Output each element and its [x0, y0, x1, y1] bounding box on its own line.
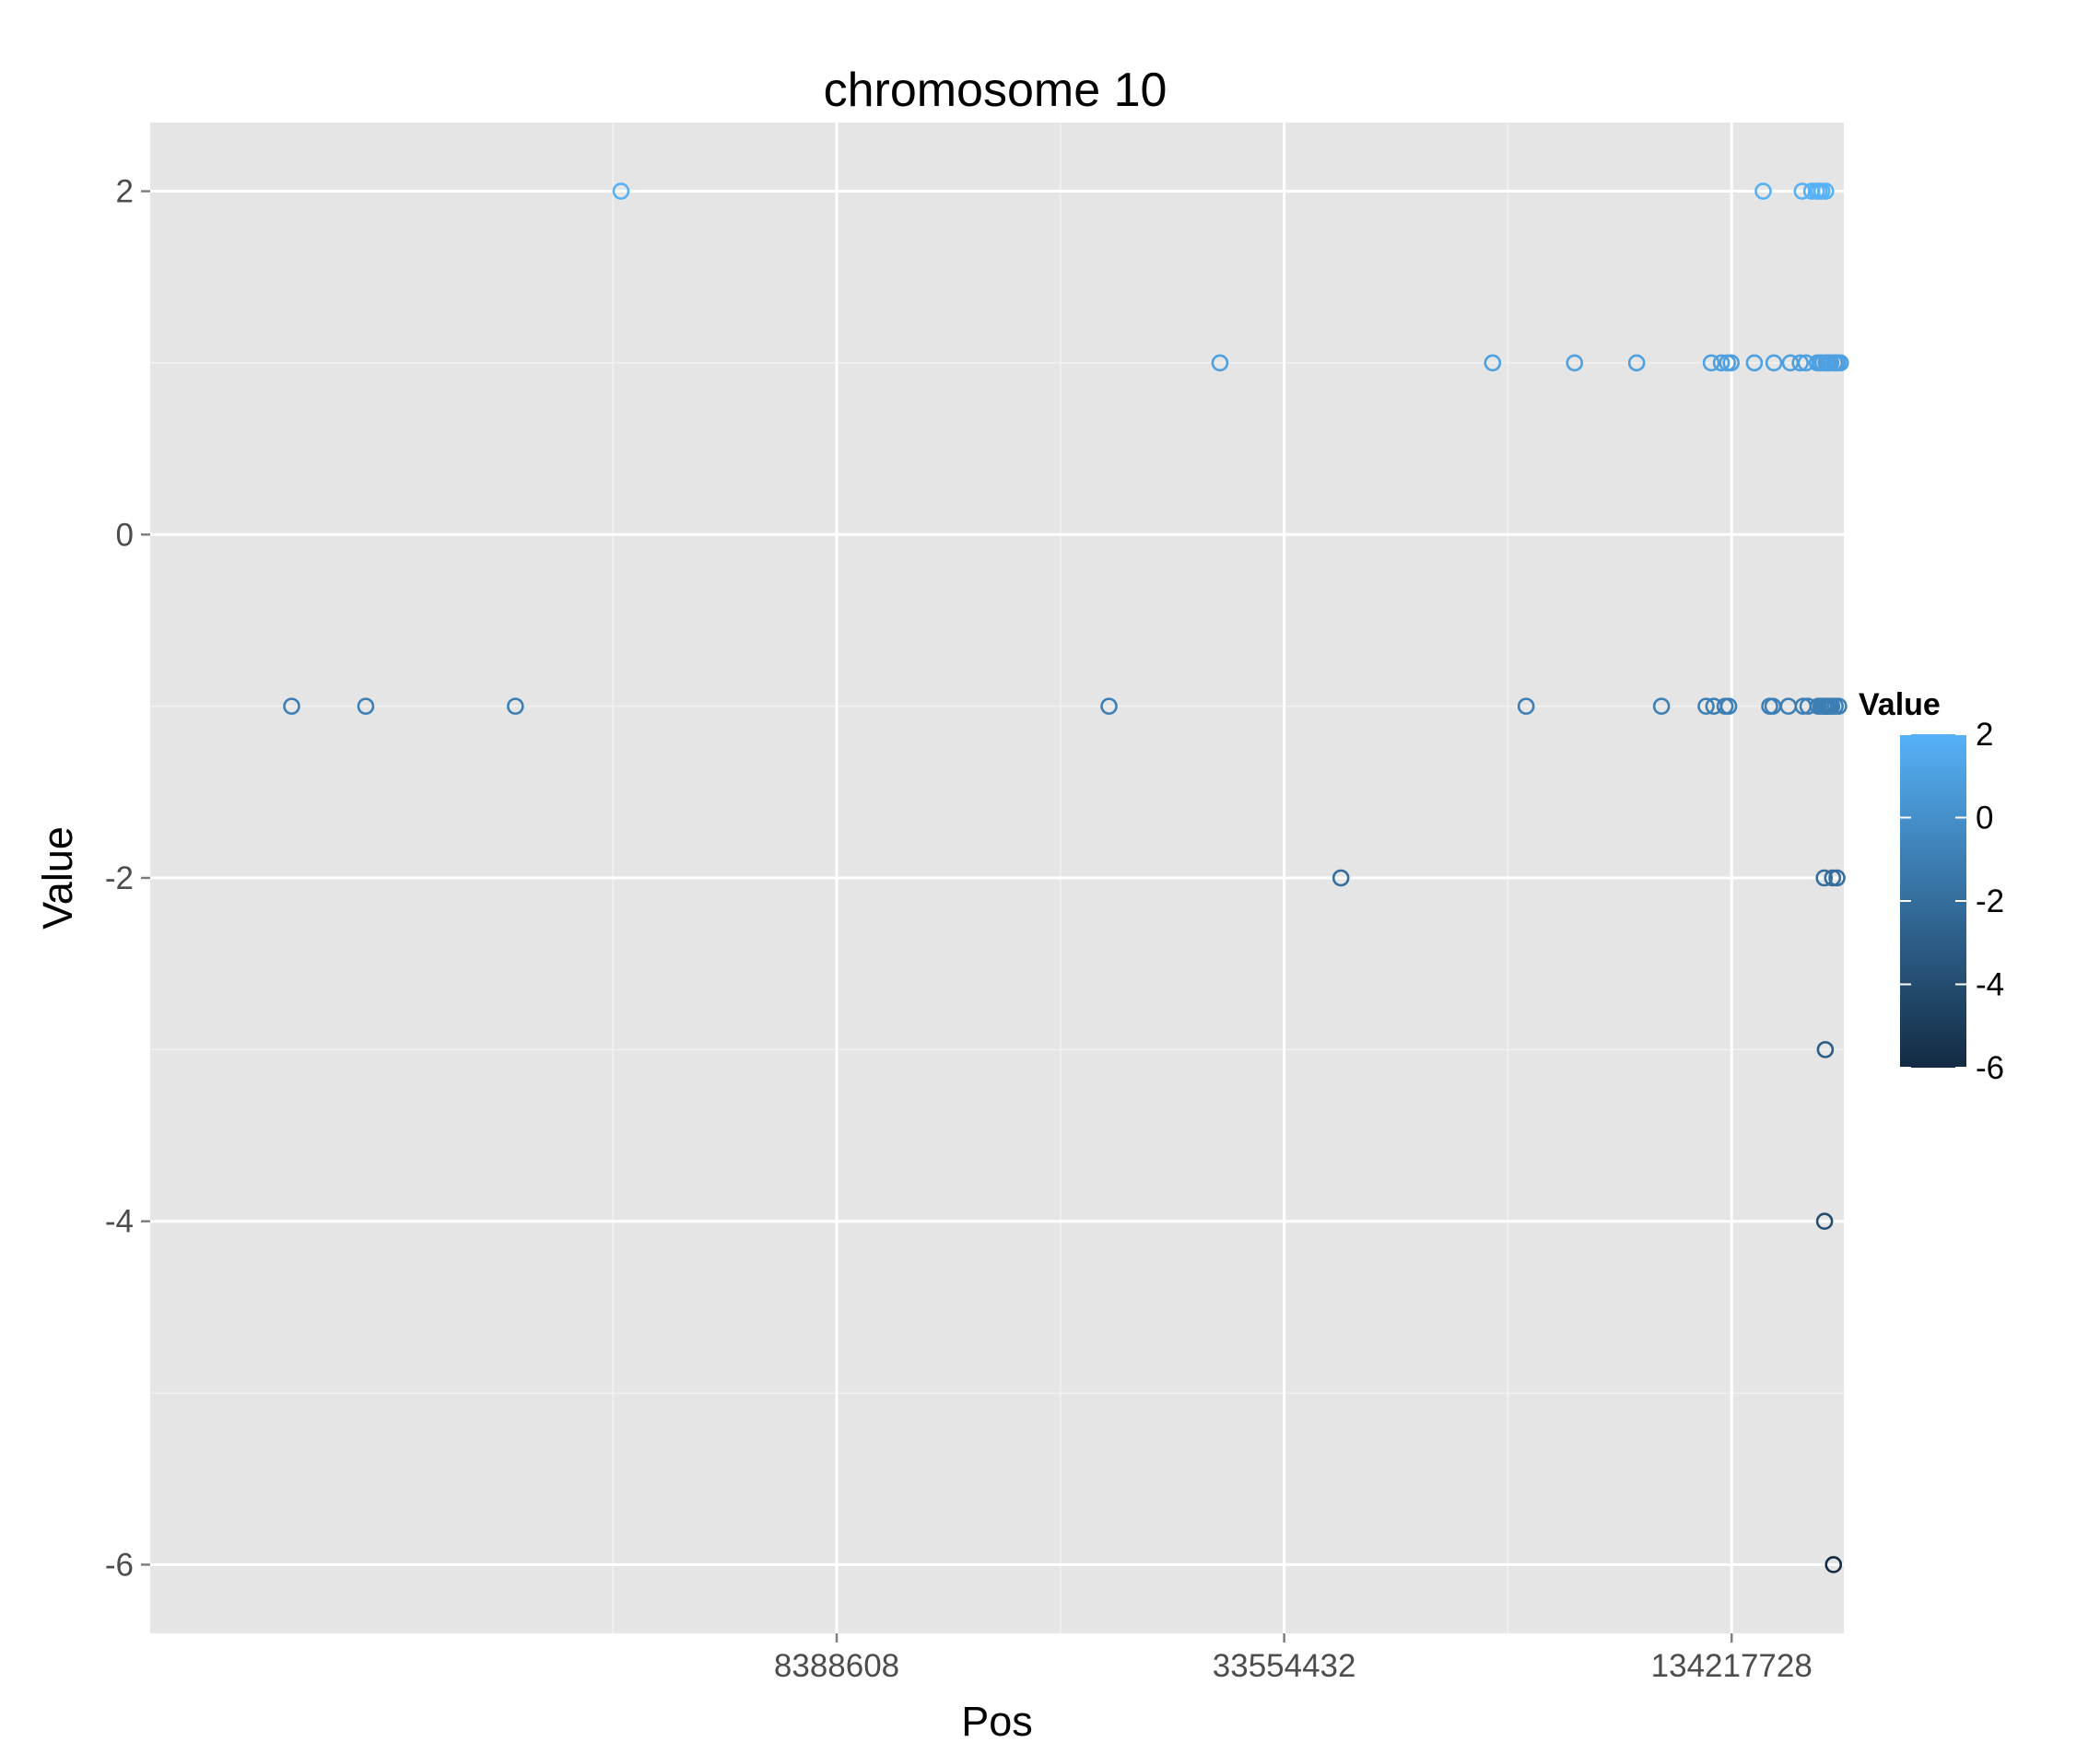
legend-label: 0 [1976, 801, 1993, 836]
legend-title: Value [1859, 687, 1941, 722]
data-point [1830, 697, 1848, 715]
data-point [1831, 354, 1849, 372]
legend-label: -6 [1976, 1050, 2004, 1086]
data-point [1816, 182, 1835, 200]
data-point [1566, 354, 1584, 372]
data-point [1211, 354, 1229, 372]
chart-title: chromosome 10 [824, 64, 1167, 117]
data-point [1100, 697, 1118, 715]
y-axis-ticks: 2 0 -2 -4 -6 [105, 174, 150, 1583]
data-point [1484, 354, 1502, 372]
x-tick-label: 134217728 [1651, 1648, 1813, 1684]
data-point [1652, 697, 1671, 715]
y-tick-label: 0 [116, 517, 134, 553]
data-point [1697, 697, 1715, 715]
data-point [1745, 354, 1764, 372]
data-point [1702, 354, 1720, 372]
x-tick-label: 8388608 [774, 1648, 899, 1684]
data-point [1815, 869, 1834, 887]
x-axis-title: Pos [961, 1698, 1033, 1745]
data-point [1627, 354, 1646, 372]
legend-label: -2 [1976, 883, 2004, 919]
x-axis-ticks: 8388608 33554432 134217728 [774, 1633, 1813, 1684]
data-point [1791, 354, 1809, 372]
legend-label: 2 [1976, 717, 1993, 753]
data-point [1828, 869, 1846, 887]
grid-lines [150, 123, 1844, 1633]
x-tick-label: 33554432 [1213, 1648, 1356, 1684]
data-point [1719, 697, 1738, 715]
data-point [1765, 354, 1783, 372]
legend-label: -4 [1976, 967, 2004, 1003]
y-axis-title: Value [34, 826, 81, 930]
data-point [1816, 1041, 1835, 1058]
data-point [612, 182, 630, 200]
data-point [1815, 1212, 1834, 1231]
data-point [1712, 354, 1730, 372]
y-tick-label: -6 [105, 1547, 134, 1583]
data-point [1517, 697, 1535, 715]
y-tick-label: -2 [105, 860, 134, 896]
data-point [283, 697, 300, 715]
data-points [283, 182, 1849, 1573]
y-tick-label: 2 [116, 174, 134, 210]
data-point [1824, 1556, 1843, 1573]
data-point [507, 697, 524, 715]
data-point [1722, 354, 1740, 372]
data-point [1754, 182, 1772, 200]
data-point [1332, 869, 1350, 887]
data-point [357, 697, 375, 715]
y-tick-label: -4 [105, 1204, 134, 1240]
color-legend: Value 2 0 -2 -4 -6 [1859, 687, 2004, 1086]
legend-ticks: 2 0 -2 -4 -6 [1900, 717, 2004, 1086]
